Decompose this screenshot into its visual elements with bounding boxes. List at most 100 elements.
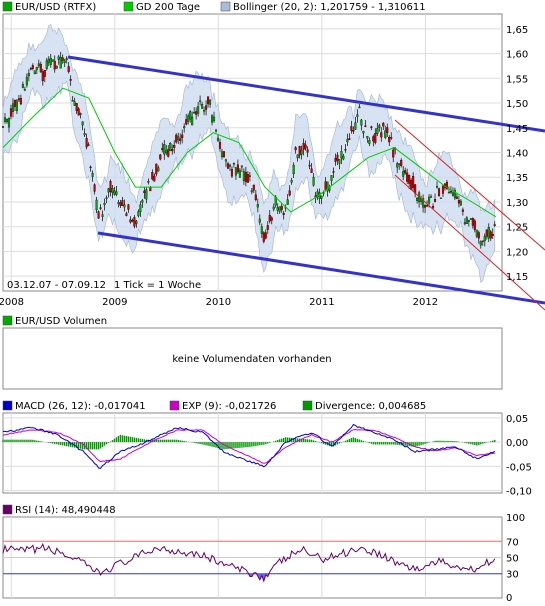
candle-body: [39, 63, 42, 73]
candle-body: [300, 149, 303, 155]
trend-channel-upper: [67, 55, 545, 133]
candle-body: [205, 105, 208, 110]
candle-body: [89, 166, 92, 169]
candle-body: [272, 206, 275, 210]
candle-body: [137, 211, 140, 217]
candle-body: [220, 151, 224, 158]
candle-body: [457, 200, 460, 204]
candle-body: [11, 103, 15, 113]
candle-body: [35, 67, 38, 71]
candle-body: [107, 188, 110, 193]
main-x-axis: 2008 2009 2010 2011 2012: [0, 297, 438, 308]
candle-body: [25, 76, 28, 86]
candle-body: [216, 137, 220, 142]
candle-body: [485, 229, 488, 237]
rsi-y-tick-label: 50: [506, 554, 519, 565]
candle-body: [326, 181, 329, 192]
candle-body: [278, 206, 281, 212]
gd200-line: [2, 87, 497, 218]
candle-body: [226, 163, 230, 169]
candle-body: [33, 70, 36, 75]
x-tick-label: 2012: [413, 297, 438, 308]
candle-body: [193, 112, 196, 114]
main-y-axis: 1,15 1,20 1,25 1,30 1,35 1,40 1,45 1,50 1,55 1,60…: [506, 25, 528, 283]
candle-body: [214, 129, 218, 132]
candle-body: [467, 220, 470, 222]
candle-body: [424, 205, 427, 208]
candle-body: [119, 202, 122, 206]
candle-body: [201, 104, 204, 109]
tick-note-label: 1 Tick = 1 Woche: [114, 280, 201, 291]
candle-body: [336, 154, 339, 161]
rsi-y-tick-label: 100: [506, 513, 525, 524]
bollinger-band: [2, 24, 496, 284]
legend-swatch-macd: [2, 400, 13, 411]
candle-body: [123, 204, 126, 208]
candle-body: [252, 184, 255, 191]
candle-body: [290, 180, 293, 183]
candle-body: [111, 188, 114, 193]
candle-body: [310, 168, 313, 173]
candle-body: [23, 88, 26, 91]
candle-body: [451, 192, 454, 196]
candle-body: [244, 171, 247, 182]
candle-body: [294, 147, 297, 151]
candle-body: [334, 158, 337, 162]
main-y-tick-label: 1,60: [506, 50, 528, 61]
macd-legend: MACD (26, 12): -0,017041 EXP (9): -0,021…: [2, 400, 426, 412]
candle-body: [143, 190, 146, 194]
candle-body: [354, 122, 357, 130]
candle-body: [473, 220, 476, 230]
candle-body: [268, 214, 271, 222]
candle-body: [228, 164, 232, 167]
candle-body: [145, 189, 148, 200]
candle-body: [332, 171, 335, 173]
candle-body: [115, 191, 118, 195]
candle-body: [340, 150, 343, 159]
candle-body: [489, 231, 492, 239]
candle-body: [256, 204, 259, 208]
legend-swatch-exp: [169, 400, 180, 411]
candle-body: [87, 144, 90, 146]
candle-body: [308, 164, 311, 167]
candle-body: [352, 129, 355, 132]
candle-body: [306, 149, 309, 153]
candle-body: [350, 126, 353, 131]
candle-body: [224, 159, 228, 162]
down-channel-upper: [394, 119, 545, 251]
candle-body: [167, 149, 170, 157]
candle-body: [493, 224, 496, 226]
candle-body: [151, 172, 154, 180]
candle-body: [7, 118, 11, 128]
candle-body: [99, 207, 102, 209]
candle-body: [207, 96, 210, 105]
candle-body: [232, 163, 235, 165]
candle-body: [372, 136, 375, 142]
macd-y-tick-label: -0,05: [506, 462, 532, 473]
candle-body: [59, 57, 62, 69]
x-tick-label: 2009: [102, 297, 127, 308]
candle-body: [364, 125, 367, 127]
candle-body: [463, 222, 466, 225]
candle-body: [330, 175, 333, 182]
candle-body: [75, 103, 78, 111]
candle-body: [199, 100, 202, 102]
candle-body: [181, 134, 184, 139]
main-y-tick-label: 1,25: [506, 223, 528, 234]
candle-body: [282, 213, 285, 215]
candle-body: [483, 235, 486, 242]
candle-body: [179, 138, 182, 141]
main-y-tick-label: 1,40: [506, 149, 528, 160]
candle-body: [197, 106, 200, 114]
candle-body: [101, 214, 104, 217]
candle-body: [404, 170, 407, 174]
candle-body: [147, 180, 150, 183]
legend-swatch-rsi: [2, 504, 13, 515]
candle-body: [131, 220, 134, 222]
legend-swatch-bollinger: [220, 1, 231, 12]
candle-body: [57, 56, 60, 60]
macd-y-tick-label: -0,10: [506, 487, 532, 498]
candle-body: [491, 234, 494, 236]
candle-body: [469, 218, 472, 220]
